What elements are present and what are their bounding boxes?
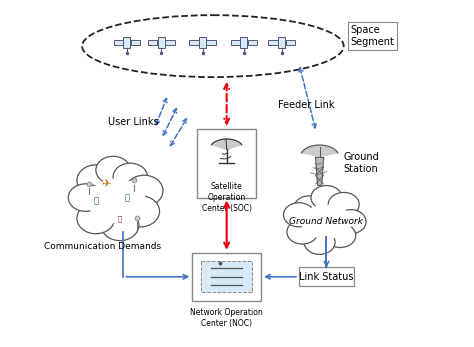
Ellipse shape: [77, 203, 115, 234]
Ellipse shape: [287, 220, 318, 244]
Ellipse shape: [125, 175, 163, 206]
Ellipse shape: [335, 210, 366, 234]
Text: Network Operation
Center (NOC): Network Operation Center (NOC): [190, 308, 263, 328]
Bar: [240, 37, 247, 48]
Bar: [199, 37, 206, 48]
Text: 🚙: 🚙: [124, 193, 129, 202]
Ellipse shape: [283, 203, 314, 227]
Ellipse shape: [87, 179, 146, 223]
Bar: [278, 37, 285, 48]
Bar: [123, 37, 130, 48]
Text: Communication Demands: Communication Demands: [44, 242, 161, 251]
Ellipse shape: [304, 230, 335, 254]
Ellipse shape: [68, 184, 103, 211]
Bar: [189, 40, 199, 45]
FancyBboxPatch shape: [201, 261, 253, 292]
Ellipse shape: [325, 223, 356, 247]
FancyBboxPatch shape: [197, 129, 256, 197]
Bar: [165, 40, 174, 45]
Bar: [268, 40, 278, 45]
Bar: [286, 40, 295, 45]
Text: Link Status: Link Status: [299, 272, 354, 282]
Text: 🚢: 🚢: [93, 196, 99, 205]
Bar: [158, 37, 165, 48]
Ellipse shape: [328, 193, 359, 217]
Polygon shape: [211, 139, 242, 150]
Ellipse shape: [77, 165, 115, 196]
Text: Feeder Link: Feeder Link: [278, 100, 334, 110]
FancyBboxPatch shape: [299, 267, 354, 286]
Text: User Links: User Links: [109, 117, 159, 127]
Ellipse shape: [294, 196, 325, 220]
Bar: [114, 40, 123, 45]
Bar: [231, 40, 240, 45]
Ellipse shape: [301, 204, 352, 239]
Text: Ground Network: Ground Network: [290, 217, 364, 226]
Bar: [131, 40, 140, 45]
Bar: [148, 40, 157, 45]
FancyBboxPatch shape: [192, 253, 261, 301]
Polygon shape: [301, 145, 337, 156]
Text: Ground
Station: Ground Station: [344, 152, 380, 174]
Ellipse shape: [311, 186, 342, 210]
Ellipse shape: [113, 163, 147, 191]
Text: Satellite
Operation
Center (SOC): Satellite Operation Center (SOC): [201, 182, 252, 213]
Ellipse shape: [82, 15, 344, 77]
Text: Space
Segment: Space Segment: [351, 25, 394, 46]
Ellipse shape: [122, 196, 160, 227]
Bar: [207, 40, 216, 45]
Bar: [248, 40, 257, 45]
Ellipse shape: [101, 210, 139, 240]
Text: 🚌: 🚌: [118, 215, 122, 221]
Ellipse shape: [96, 156, 130, 184]
Text: ✈: ✈: [101, 179, 111, 189]
Polygon shape: [316, 158, 324, 185]
